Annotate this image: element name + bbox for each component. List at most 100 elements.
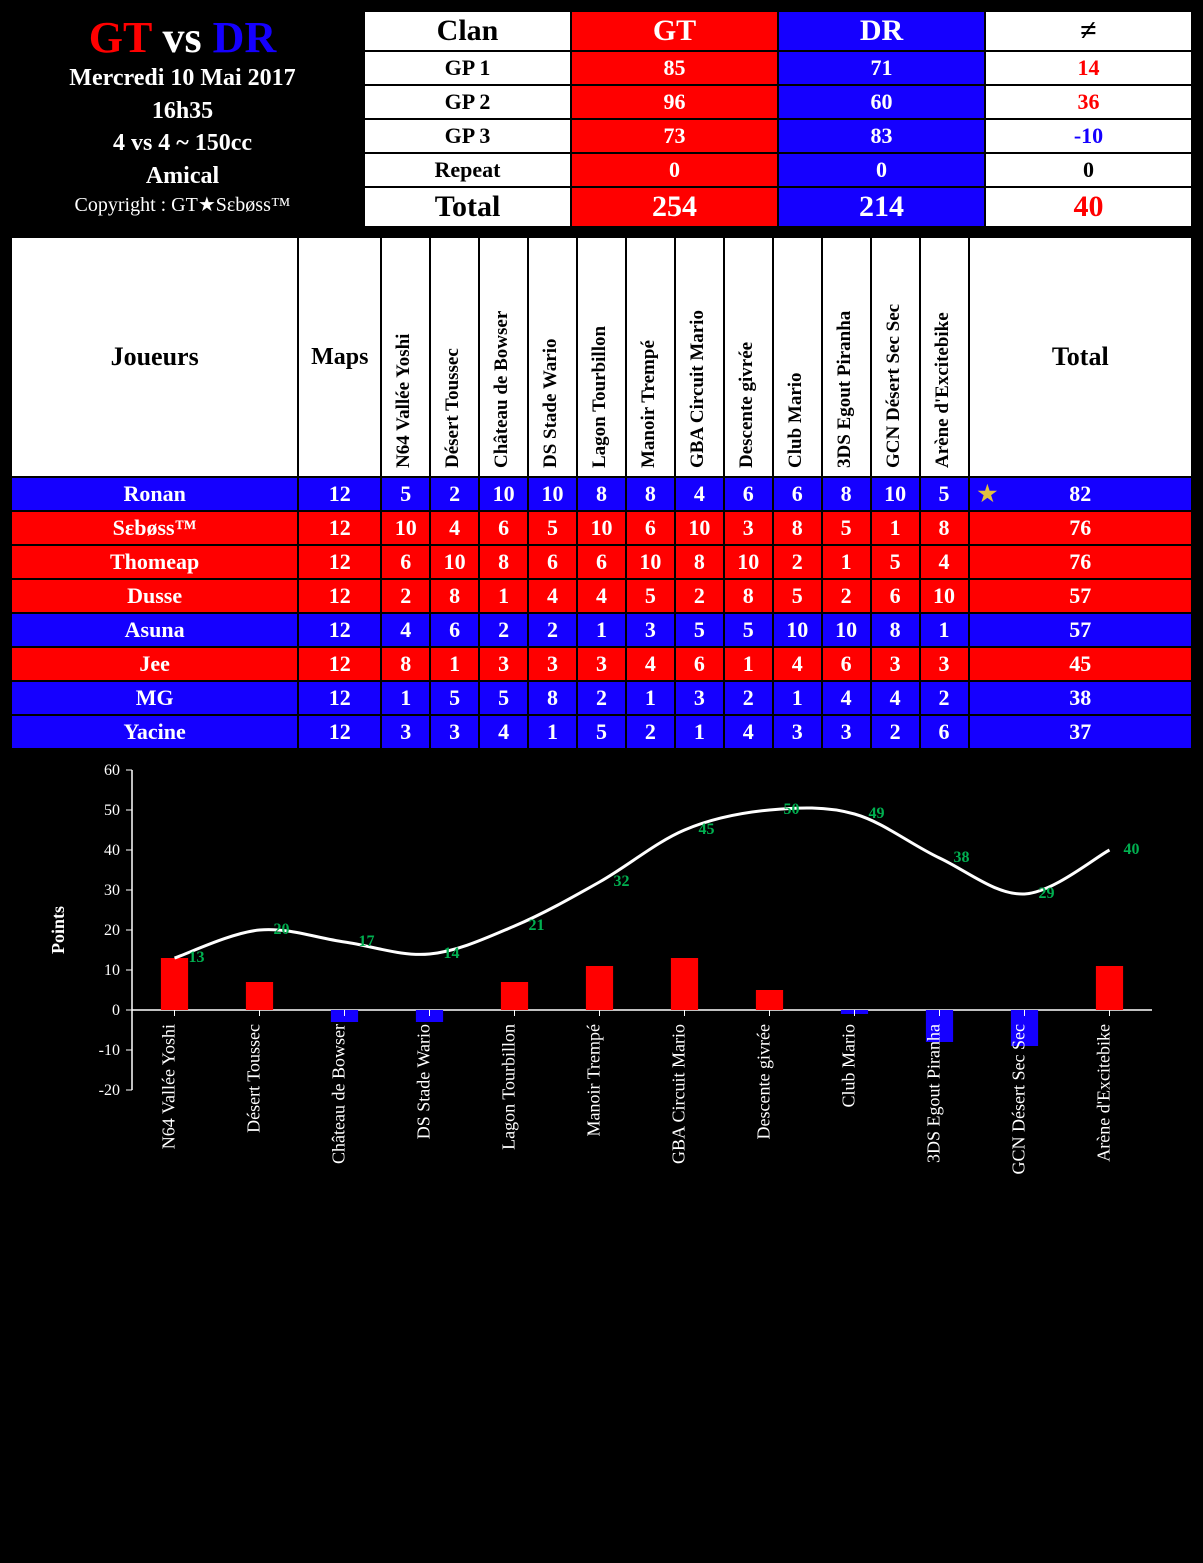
player-score: 2: [381, 579, 430, 613]
match-type: Amical: [10, 160, 355, 192]
player-score: 1: [724, 647, 773, 681]
player-score: 5: [577, 715, 626, 749]
points-chart: -20-100102030405060Points132017142132455…: [42, 760, 1162, 1300]
map-header: Lagon Tourbillon: [577, 237, 626, 477]
player-score: 8: [822, 477, 871, 511]
player-score: 4: [577, 579, 626, 613]
svg-text:DS Stade Wario: DS Stade Wario: [413, 1024, 433, 1139]
player-score: 2: [773, 545, 822, 579]
score-row-diff: 0: [985, 153, 1192, 187]
svg-text:50: 50: [104, 802, 120, 819]
score-header-clan: Clan: [364, 11, 571, 51]
player-name: MG: [11, 681, 298, 715]
score-row-gt: 0: [571, 153, 778, 187]
player-score: 5: [920, 477, 969, 511]
svg-text:45: 45: [698, 821, 714, 838]
player-score: 8: [724, 579, 773, 613]
player-score: 1: [577, 613, 626, 647]
player-total: 76: [969, 545, 1193, 579]
player-score: 8: [479, 545, 528, 579]
score-row-dr: 83: [778, 119, 985, 153]
player-maps: 12: [298, 647, 381, 681]
player-name: Sεbøss™: [11, 511, 298, 545]
svg-text:-10: -10: [98, 1042, 119, 1059]
match-time: 16h35: [10, 95, 355, 127]
player-score: 4: [822, 681, 871, 715]
player-maps: 12: [298, 579, 381, 613]
map-header: Château de Bowser: [479, 237, 528, 477]
player-score: 10: [773, 613, 822, 647]
players-table: Joueurs Maps N64 Vallée YoshiDésert Tous…: [10, 236, 1193, 750]
svg-text:32: 32: [613, 873, 629, 890]
player-score: 10: [479, 477, 528, 511]
svg-text:60: 60: [104, 762, 120, 779]
player-score: 4: [871, 681, 920, 715]
player-score: 1: [430, 647, 479, 681]
player-score: 6: [577, 545, 626, 579]
score-row-dr: 0: [778, 153, 985, 187]
svg-text:Points: Points: [48, 906, 68, 954]
player-score: 6: [528, 545, 577, 579]
map-header: Arène d'Excitebike: [920, 237, 969, 477]
title-block: GT vs DR Mercredi 10 Mai 2017 16h35 4 vs…: [10, 10, 355, 228]
star-icon: ★: [978, 481, 998, 506]
player-score: 4: [381, 613, 430, 647]
svg-text:0: 0: [112, 1002, 120, 1019]
score-total-label: Total: [364, 187, 571, 227]
player-name: Thomeap: [11, 545, 298, 579]
player-score: 5: [479, 681, 528, 715]
player-score: 4: [430, 511, 479, 545]
svg-text:Désert Toussec: Désert Toussec: [243, 1024, 263, 1133]
score-row-dr: 71: [778, 51, 985, 85]
svg-text:40: 40: [1123, 841, 1139, 858]
svg-text:20: 20: [273, 921, 289, 938]
player-score: 2: [724, 681, 773, 715]
score-row-diff: -10: [985, 119, 1192, 153]
map-header: Club Mario: [773, 237, 822, 477]
score-row-dr: 60: [778, 85, 985, 119]
player-score: 2: [528, 613, 577, 647]
match-title: GT vs DR: [10, 14, 355, 62]
player-score: 1: [381, 681, 430, 715]
player-score: 8: [430, 579, 479, 613]
players-header-joueurs: Joueurs: [11, 237, 298, 477]
player-score: 6: [479, 511, 528, 545]
score-header-diff: ≠: [985, 11, 1192, 51]
svg-text:29: 29: [1038, 885, 1054, 902]
score-row-label: GP 2: [364, 85, 571, 119]
map-header: Désert Toussec: [430, 237, 479, 477]
player-score: 2: [871, 715, 920, 749]
player-score: 8: [871, 613, 920, 647]
player-score: 10: [430, 545, 479, 579]
score-row-gt: 96: [571, 85, 778, 119]
player-score: 1: [528, 715, 577, 749]
score-row-gt: 73: [571, 119, 778, 153]
player-total: 37: [969, 715, 1193, 749]
player-score: 3: [479, 647, 528, 681]
player-total: ★ 82: [969, 477, 1193, 511]
player-row: Dusse12281445285261057: [11, 579, 1192, 613]
player-score: 4: [528, 579, 577, 613]
player-score: 10: [577, 511, 626, 545]
player-total: 38: [969, 681, 1193, 715]
players-header-maps: Maps: [298, 237, 381, 477]
player-score: 1: [626, 681, 675, 715]
score-header-dr: DR: [778, 11, 985, 51]
players-header-total: Total: [969, 237, 1193, 477]
player-score: 8: [675, 545, 724, 579]
player-score: 3: [381, 715, 430, 749]
player-score: 8: [528, 681, 577, 715]
player-score: 2: [920, 681, 969, 715]
score-total-diff: 40: [985, 187, 1192, 227]
player-maps: 12: [298, 613, 381, 647]
score-header-gt: GT: [571, 11, 778, 51]
player-score: 3: [626, 613, 675, 647]
player-score: 8: [773, 511, 822, 545]
player-score: 8: [577, 477, 626, 511]
score-row-gt: 85: [571, 51, 778, 85]
player-score: 4: [675, 477, 724, 511]
map-header: GCN Désert Sec Sec: [871, 237, 920, 477]
player-score: 3: [871, 647, 920, 681]
player-score: 6: [920, 715, 969, 749]
svg-text:N64 Vallée Yoshi: N64 Vallée Yoshi: [158, 1024, 178, 1149]
